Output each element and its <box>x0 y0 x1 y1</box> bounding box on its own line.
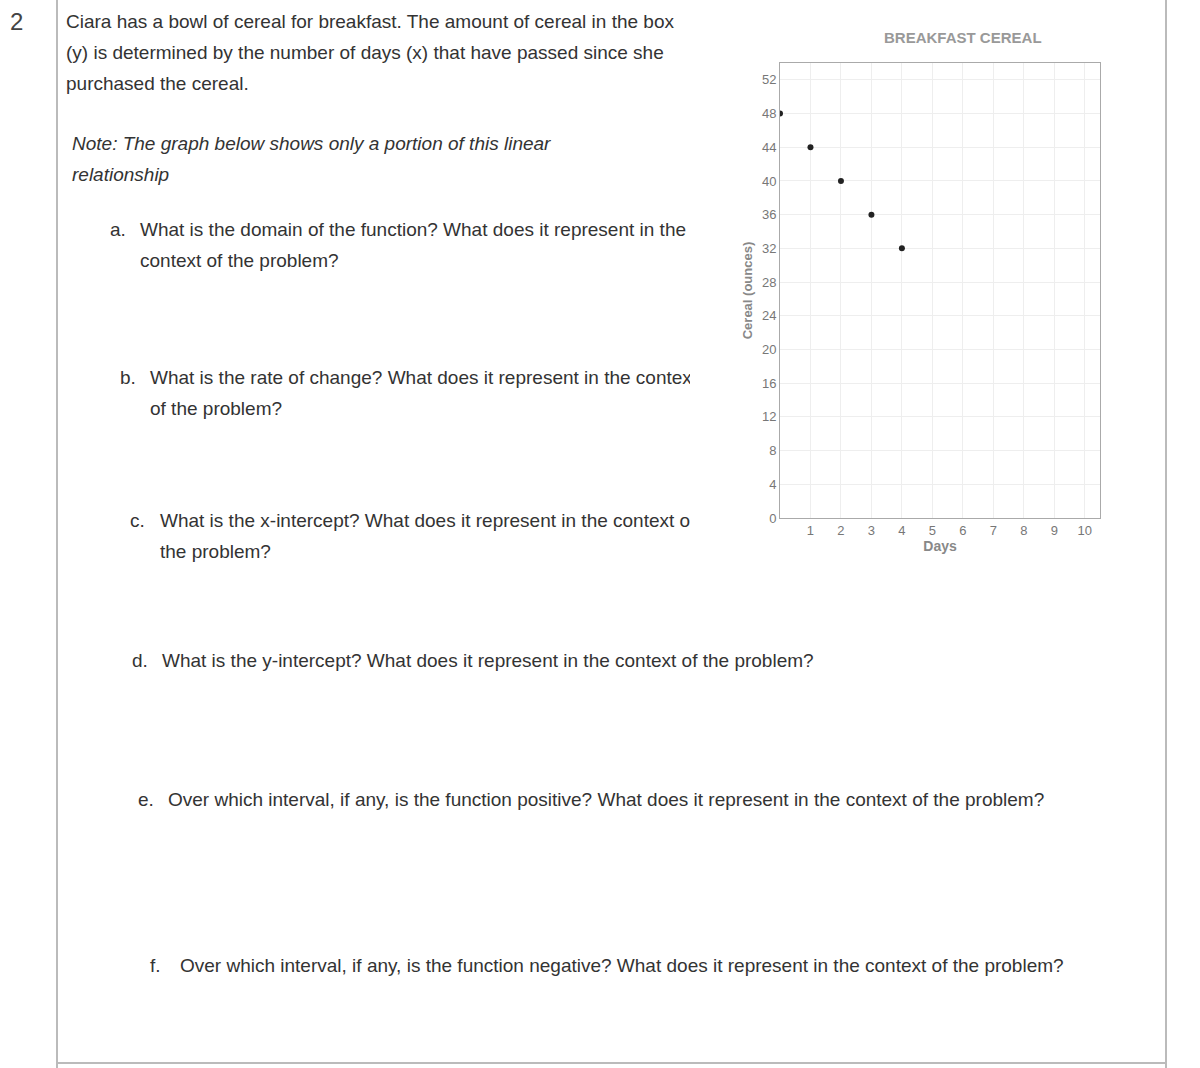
svg-text:4: 4 <box>898 523 905 538</box>
svg-text:32: 32 <box>762 241 776 256</box>
svg-text:1: 1 <box>807 523 814 538</box>
svg-text:16: 16 <box>762 376 776 391</box>
svg-text:10: 10 <box>1078 523 1092 538</box>
html-text:2: 2 <box>10 8 24 35</box>
svg-text:Cereal (ounces): Cereal (ounces) <box>740 242 755 340</box>
svg-text:36: 36 <box>762 207 776 222</box>
html-text:f.: f. <box>150 955 161 976</box>
svg-text:44: 44 <box>762 140 776 155</box>
svg-text:8: 8 <box>769 443 776 458</box>
svg-text:8: 8 <box>1020 523 1027 538</box>
svg-text:28: 28 <box>762 275 776 290</box>
svg-text:12: 12 <box>762 409 776 424</box>
svg-text:48: 48 <box>762 106 776 121</box>
svg-text:2: 2 <box>837 523 844 538</box>
html-text:Over which interval, if any, i: Over which interval, if any, is the func… <box>168 789 1045 810</box>
svg-text:Days: Days <box>923 538 957 554</box>
svg-text:20: 20 <box>762 342 776 357</box>
html-text:What is the x-intercept? What: What is the x-intercept? What does it re… <box>160 510 696 562</box>
html-text:What is the y-intercept? What: What is the y-intercept? What does it re… <box>162 650 814 671</box>
svg-text:24: 24 <box>762 308 776 323</box>
svg-text:0: 0 <box>769 511 776 526</box>
html-text:Note: The graph below shows on: Note: The graph below shows only a porti… <box>72 133 551 185</box>
html-text:a.: a. <box>110 219 126 240</box>
svg-text:7: 7 <box>990 523 997 538</box>
svg-text:4: 4 <box>769 477 776 492</box>
html-text:b.: b. <box>120 367 136 388</box>
html-text:d.: d. <box>132 650 148 671</box>
html-text:What is the rate of change? Wh: What is the rate of change? What does it… <box>150 367 698 419</box>
html-text:What is the domain of the func: What is the domain of the function? What… <box>140 219 686 271</box>
html-text:Ciara has a bowl of cereal for: Ciara has a bowl of cereal for breakfast… <box>66 11 674 94</box>
svg-text:BREAKFAST CEREAL: BREAKFAST CEREAL <box>884 29 1042 46</box>
svg-text:6: 6 <box>959 523 966 538</box>
svg-text:3: 3 <box>868 523 875 538</box>
html-text:Over which interval, if any, i: Over which interval, if any, is the func… <box>180 955 1064 976</box>
svg-text:9: 9 <box>1051 523 1058 538</box>
html-text:e.: e. <box>138 789 154 810</box>
svg-text:52: 52 <box>762 72 776 87</box>
svg-text:5: 5 <box>929 523 936 538</box>
svg-text:40: 40 <box>762 174 776 189</box>
html-text:c.: c. <box>130 510 145 531</box>
